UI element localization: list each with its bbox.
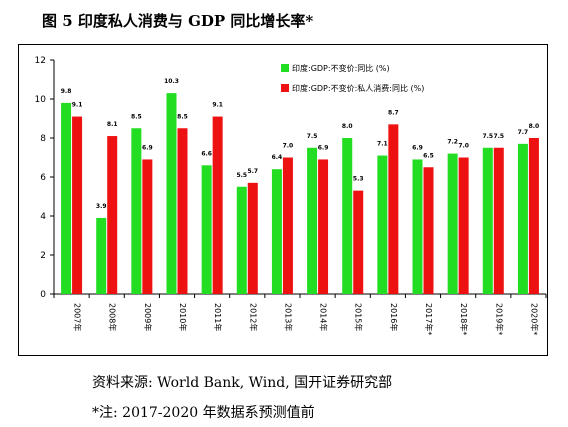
data-label-0: 10.3	[164, 78, 179, 85]
x-tick-label: 2012年	[248, 303, 258, 331]
bar-1	[423, 167, 434, 294]
data-label-0: 8.5	[131, 113, 142, 120]
data-label-0: 5.5	[236, 172, 247, 179]
y-tick-label: 2	[40, 251, 46, 261]
y-tick-label: 6	[40, 173, 46, 183]
x-tick-label: 2011年	[213, 303, 223, 331]
bar-0	[236, 186, 247, 294]
data-label-1: 7.0	[283, 143, 294, 150]
data-label-0: 6.9	[412, 144, 423, 151]
bar-1	[353, 190, 364, 294]
bar-1	[177, 128, 188, 294]
x-tick-label: 2018年*	[459, 303, 469, 335]
bar-1	[72, 116, 83, 294]
data-label-1: 5.3	[353, 176, 364, 183]
bar-1	[247, 182, 258, 294]
data-label-1: 8.7	[388, 109, 399, 116]
data-label-0: 7.1	[377, 141, 388, 148]
bar-1	[458, 157, 469, 294]
x-tick-label: 2007年	[73, 303, 83, 331]
bar-1	[282, 157, 293, 294]
data-label-0: 6.6	[201, 150, 212, 157]
bar-0	[96, 217, 107, 294]
data-label-1: 7.5	[493, 133, 504, 140]
data-label-0: 3.9	[96, 203, 107, 210]
data-label-0: 7.2	[447, 139, 458, 146]
x-tick-label: 2017年*	[424, 303, 434, 335]
bar-1	[388, 124, 399, 294]
x-tick-label: 2008年	[108, 303, 118, 331]
bar-chart: 0246810129.89.12007年3.98.12008年8.56.9200…	[35, 56, 547, 335]
data-label-1: 6.5	[423, 152, 434, 159]
x-tick-label: 2009年	[143, 303, 153, 331]
bar-0	[307, 147, 318, 294]
bar-0	[201, 165, 212, 294]
y-tick-label: 12	[35, 56, 46, 66]
bar-0	[377, 155, 388, 294]
bar-0	[517, 143, 528, 294]
data-label-1: 6.9	[142, 144, 153, 151]
legend-label-consumption: 印度:GDP:不变价:私人消费:同比 (%)	[292, 84, 425, 93]
bar-1	[318, 159, 329, 294]
bar-1	[107, 136, 118, 294]
data-label-0: 7.5	[307, 133, 318, 140]
y-tick-label: 0	[40, 290, 46, 300]
data-label-1: 6.9	[318, 144, 329, 151]
bar-0	[271, 169, 282, 294]
data-label-0: 8.0	[342, 123, 353, 130]
chart-frame: 0 2 4 6 8 10 12 9.8 9.1 2007年 3.9 8.1 2008年 8.5 6.9 200…	[18, 44, 548, 356]
bar-1	[212, 116, 223, 294]
x-tick-label: 2015年	[354, 303, 364, 331]
legend-label-gdp: 印度:GDP:不变价:同比 (%)	[292, 64, 390, 73]
y-tick-label: 8	[40, 134, 46, 144]
data-label-1: 5.7	[247, 168, 258, 175]
bar-0	[131, 128, 142, 294]
bar-0	[166, 93, 177, 295]
data-label-0: 7.7	[518, 129, 529, 136]
legend-item-consumption: 印度:GDP:不变价:私人消费:同比 (%)	[281, 83, 424, 94]
x-tick-label: 2016年	[389, 303, 399, 331]
x-tick-label: 2019年*	[494, 303, 504, 335]
data-label-1: 8.0	[529, 123, 540, 130]
bar-1	[493, 147, 504, 294]
chart-title: 图 5 印度私人消费与 GDP 同比增长率*	[42, 12, 314, 30]
data-label-0: 6.4	[272, 154, 283, 161]
bar-0	[412, 159, 423, 294]
data-label-1: 8.5	[177, 113, 188, 120]
data-label-1: 9.1	[212, 102, 223, 109]
legend-swatch-gdp	[281, 64, 289, 72]
bar-0	[482, 147, 493, 294]
data-label-0: 9.8	[61, 88, 72, 95]
data-label-0: 7.5	[482, 133, 493, 140]
x-tick-label: 2013年	[283, 303, 293, 331]
data-label-1: 9.1	[72, 102, 83, 109]
legend-swatch-consumption	[281, 84, 289, 92]
x-tick-label: 2010年	[178, 303, 188, 331]
bar-1	[528, 138, 539, 294]
x-tick-label: 2020年*	[529, 303, 539, 335]
bar-0	[342, 138, 353, 294]
data-label-1: 7.0	[458, 143, 469, 150]
bar-1	[142, 159, 153, 294]
data-label-1: 8.1	[107, 121, 118, 128]
forecast-note: *注: 2017-2020 年数据系预测值前	[92, 405, 315, 421]
legend-item-gdp: 印度:GDP:不变价:同比 (%)	[281, 63, 390, 74]
bar-0	[447, 153, 458, 294]
y-tick-label: 4	[40, 212, 46, 222]
y-tick-label: 10	[35, 95, 47, 105]
source-note: 资料来源: World Bank, Wind, 国开证券研究部	[92, 375, 393, 391]
x-tick-label: 2014年	[319, 303, 329, 331]
bar-0	[61, 102, 72, 295]
